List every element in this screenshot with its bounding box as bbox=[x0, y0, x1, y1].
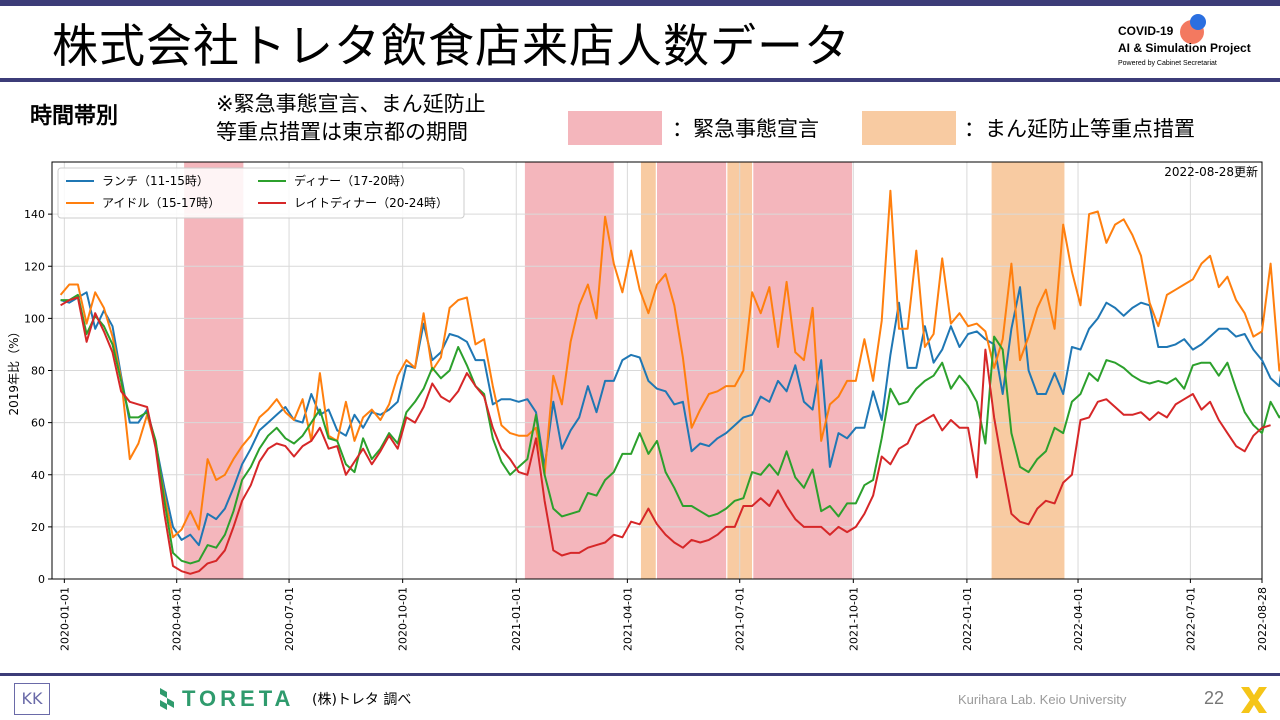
x-tick-label: 2022-01-01 bbox=[961, 587, 974, 651]
x-tick-label: 2020-07-01 bbox=[283, 587, 296, 651]
y-tick-label: 140 bbox=[24, 208, 45, 221]
legend-label: レイトディナー（20-24時） bbox=[294, 195, 448, 210]
y-tick-label: 100 bbox=[24, 312, 45, 325]
emergency-legend-label: ：緊急事態宣言 bbox=[672, 117, 819, 141]
logo-line3: Powered by Cabinet Secretariat bbox=[1118, 60, 1217, 67]
keio-lab-mark-icon: KK bbox=[14, 683, 50, 715]
updated-date-label: 2022-08-28更新 bbox=[1164, 164, 1258, 179]
title-divider bbox=[0, 78, 1280, 82]
toreta-logo-icon bbox=[160, 688, 174, 710]
legend-label: ランチ（11-15時） bbox=[102, 174, 209, 188]
y-tick-label: 40 bbox=[31, 469, 45, 482]
logo-blue-circle-icon bbox=[1190, 14, 1206, 30]
x-tick-label: 2022-08-28 bbox=[1256, 587, 1269, 651]
series-line bbox=[60, 293, 1280, 565]
x-tick-label: 2020-10-01 bbox=[397, 587, 410, 651]
y-tick-label: 0 bbox=[38, 573, 45, 586]
y-tick-label: 120 bbox=[24, 260, 45, 273]
bottom-bar bbox=[0, 673, 1280, 676]
page-number: 22 bbox=[1204, 688, 1225, 708]
x-tick-label: 2020-04-01 bbox=[171, 587, 184, 651]
x-tick-label: 2022-04-01 bbox=[1072, 587, 1085, 651]
series-line bbox=[60, 296, 1271, 575]
legend-label: アイドル（15-17時） bbox=[102, 196, 220, 210]
x-tick-label: 2020-01-01 bbox=[58, 587, 71, 651]
manen-legend-swatch bbox=[862, 111, 956, 145]
legend-label: ディナー（17-20時） bbox=[294, 173, 412, 188]
page-title: 株式会社トレタ飲食店来店人数データ bbox=[52, 19, 851, 73]
x-tick-label: 2021-10-01 bbox=[847, 587, 860, 651]
period-note-line1: ※緊急事態宣言、まん延防止 bbox=[216, 92, 486, 116]
logo-line2: AI & Simulation Project bbox=[1118, 41, 1251, 55]
x-tick-label: 2021-07-01 bbox=[734, 587, 747, 651]
y-axis-label: 2019年比（%） bbox=[7, 326, 21, 416]
covid19-ai-sim-logo: COVID-19 AI & Simulation Project Powered… bbox=[1118, 14, 1278, 74]
y-tick-label: 20 bbox=[31, 521, 45, 534]
period-note-line2: 等重点措置は東京都の期間 bbox=[216, 120, 468, 144]
visitor-line-chart: 0 20 40 60 80 100 120 140 2020-01-01 2020-04-01 20… bbox=[7, 161, 1280, 651]
y-tick-label: 60 bbox=[31, 417, 45, 430]
series-line bbox=[59, 189, 1280, 539]
section-subtitle: 時間帯別 bbox=[30, 104, 119, 129]
lab-credit: Kurihara Lab. Keio University bbox=[958, 692, 1127, 707]
x-mark-logo-icon bbox=[1241, 687, 1267, 713]
manen-legend-label: ：まん延防止等重点措置 bbox=[964, 117, 1195, 141]
y-tick-label: 80 bbox=[31, 365, 45, 378]
series-line bbox=[60, 286, 1280, 547]
legend-box bbox=[57, 167, 465, 219]
logo-line1: COVID-19 bbox=[1118, 24, 1174, 38]
toreta-wordmark: TORETA bbox=[182, 686, 295, 711]
top-accent-bar bbox=[0, 0, 1280, 6]
emergency-legend-swatch bbox=[568, 111, 662, 145]
x-tick-label: 2021-01-01 bbox=[510, 587, 523, 651]
period-note: ※緊急事態宣言、まん延防止 等重点措置は東京都の期間 bbox=[216, 90, 486, 146]
x-tick-label: 2022-07-01 bbox=[1184, 587, 1197, 651]
x-tick-label: 2021-04-01 bbox=[621, 587, 634, 651]
source-note: (株)トレタ 調べ bbox=[312, 692, 412, 708]
chart-legend: ランチ（11-15時） アイドル（15-17時） ディナー（17-20時） レイトディ… bbox=[57, 167, 465, 219]
